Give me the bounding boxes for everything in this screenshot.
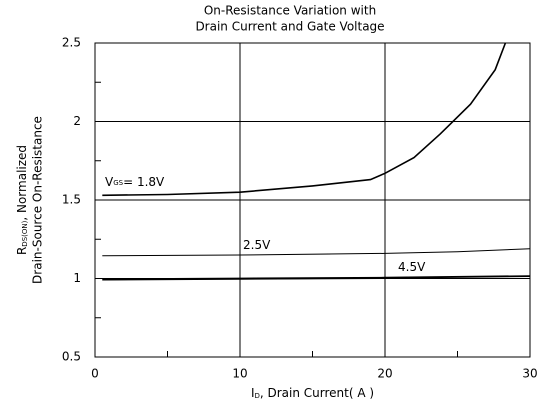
label-name: 2.5V: [243, 238, 271, 252]
label-sub: GS: [113, 179, 123, 187]
label-symbol: V: [105, 175, 114, 189]
series-line: [102, 248, 531, 257]
y-label-rest: , Normalized: [15, 145, 29, 221]
series-line: [102, 42, 507, 197]
x-label-sub: D: [254, 392, 259, 400]
x-label-symbol: I: [251, 386, 255, 400]
series-label: VGS= 1.8V: [105, 175, 165, 189]
chart-title: Drain Current and Gate Voltage: [195, 20, 384, 34]
x-tick-label: 30: [522, 367, 537, 381]
x-tick-label: 0: [91, 367, 99, 381]
chart-title: On-Resistance Variation with: [204, 4, 376, 18]
series-line: [102, 278, 530, 281]
y-tick-label: 2: [73, 114, 81, 128]
y-label-sub: DS(ON): [21, 220, 29, 246]
series-label: 4.5V: [398, 260, 426, 274]
y-axis-label: Drain-Source On-Resistance: [31, 116, 45, 284]
y-tick-label: 2.5: [62, 36, 81, 50]
x-tick-label: 20: [377, 367, 392, 381]
label-name: 1.8V: [137, 175, 165, 189]
series-line: [102, 275, 531, 281]
label-name: 4.5V: [398, 260, 426, 274]
x-tick-label: 10: [232, 367, 247, 381]
x-label-rest: , Drain Current( A ): [260, 386, 374, 400]
y-axis-label: RDS(ON), Normalized: [15, 145, 30, 255]
label-sep: =: [123, 175, 137, 189]
series-label: 2.5V: [243, 238, 271, 252]
y-tick-label: 0.5: [62, 350, 81, 364]
y-tick-label: 1: [73, 271, 81, 285]
y-label-symbol: R: [15, 247, 29, 255]
x-axis-label: ID, Drain Current( A ): [251, 386, 374, 401]
plot-frame: [94, 42, 531, 358]
y-tick-label: 1.5: [62, 193, 81, 207]
